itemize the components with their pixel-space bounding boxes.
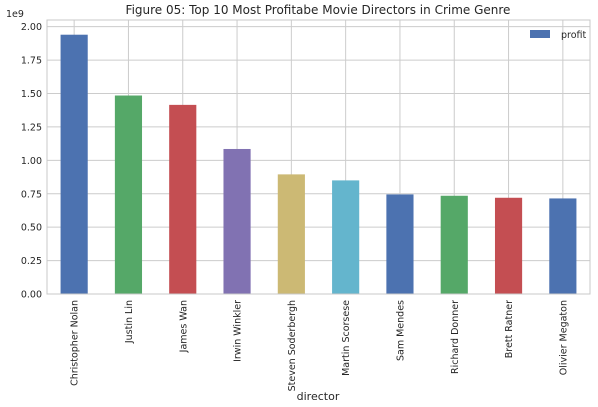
y-tick-label: 0.75: [21, 189, 42, 200]
y-tick-label: 1.50: [21, 89, 42, 100]
x-tick-label: Brett Ratner: [504, 300, 515, 358]
bar: [440, 195, 468, 294]
bar: [386, 194, 414, 294]
bars: [60, 34, 577, 294]
y-tick-label: 1.75: [21, 56, 42, 67]
legend: profit: [530, 30, 587, 41]
x-tick-label: Christopher Nolan: [70, 300, 81, 386]
x-tick-label: Steven Soderbergh: [287, 300, 298, 391]
legend-label-profit: profit: [561, 30, 587, 41]
bar: [549, 198, 577, 294]
y-tick-label: 2.00: [21, 22, 42, 33]
bar: [277, 174, 305, 294]
x-tick-label: Richard Donner: [450, 300, 461, 374]
bar: [114, 95, 143, 294]
bar: [60, 34, 88, 294]
y-axis-ticks: 0.00 0.25 0.50 0.75 1.00 1.25 1.50 1.75 2.00: [21, 22, 42, 300]
y-tick-label: 1.00: [21, 156, 42, 167]
x-tick-label: Sam Mendes: [395, 300, 406, 361]
x-tick-label: Irwin Winkler: [233, 300, 244, 362]
bar: [223, 148, 251, 294]
y-tick-label: 1.25: [21, 122, 42, 133]
bar: [332, 180, 360, 294]
y-tick-label: 0.00: [21, 290, 42, 301]
bar: [494, 197, 523, 294]
y-offset-label: 1e9: [6, 9, 24, 20]
chart-title: Figure 05: Top 10 Most Profitabe Movie D…: [126, 3, 511, 17]
x-tick-label: James Wan: [178, 300, 189, 353]
x-axis-ticks: Christopher Nolan Justin Lin James Wan Irwi…: [70, 300, 570, 392]
y-tick-label: 0.25: [21, 256, 42, 267]
bar: [169, 104, 197, 294]
x-axis-label: director: [297, 390, 340, 403]
x-tick-label: Justin Lin: [124, 300, 135, 344]
plot-frame: [46, 19, 591, 295]
x-tick-label: Martin Scorsese: [341, 300, 352, 376]
x-tick-label: Olivier Megaton: [558, 300, 569, 375]
y-tick-label: 0.50: [21, 223, 42, 234]
legend-swatch-profit: [530, 30, 550, 38]
